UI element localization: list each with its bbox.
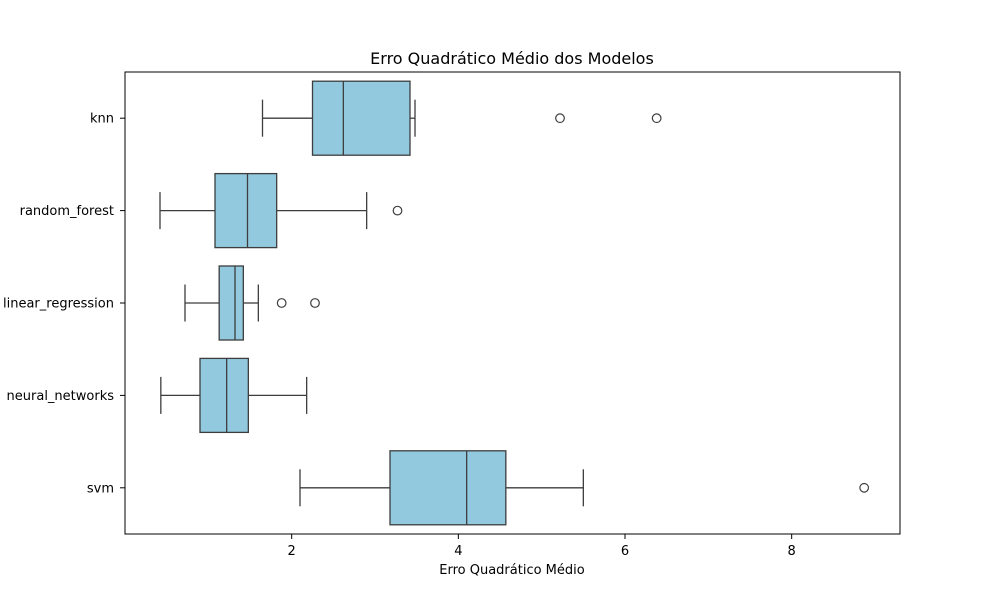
- iqr-box: [199, 357, 249, 434]
- outlier-point: [392, 205, 403, 216]
- x-tick-label: 6: [621, 544, 629, 559]
- y-tick-label-linear_regression: linear_regression: [3, 297, 114, 312]
- box-group-svm: [299, 450, 870, 526]
- x-axis-title: Erro Quadrático Médio: [439, 563, 584, 578]
- box-group-random_forest: [159, 172, 403, 249]
- iqr-box: [218, 265, 244, 341]
- x-tick-label: 4: [454, 544, 462, 559]
- plot-area: [159, 80, 870, 526]
- outlier-point: [555, 113, 565, 124]
- outlier-point: [276, 298, 287, 308]
- x-tick-label: 8: [788, 544, 796, 559]
- box-group-knn: [261, 80, 662, 156]
- chart-title: Erro Quadrático Médio dos Modelos: [370, 49, 654, 68]
- box-group-neural_networks: [160, 357, 308, 434]
- iqr-box: [389, 450, 507, 526]
- y-tick-label-knn: knn: [90, 112, 114, 127]
- y-tick-label-random_forest: random_forest: [20, 204, 114, 219]
- outlier-point: [310, 298, 320, 308]
- y-tick-label-svm: svm: [87, 481, 114, 496]
- iqr-box: [311, 80, 411, 156]
- x-tick-label: 2: [288, 544, 296, 559]
- iqr-box: [214, 172, 278, 249]
- y-tick-label-neural_networks: neural_networks: [7, 389, 115, 404]
- box-group-linear_regression: [184, 265, 320, 341]
- outlier-point: [651, 113, 662, 124]
- outlier-point: [859, 482, 870, 493]
